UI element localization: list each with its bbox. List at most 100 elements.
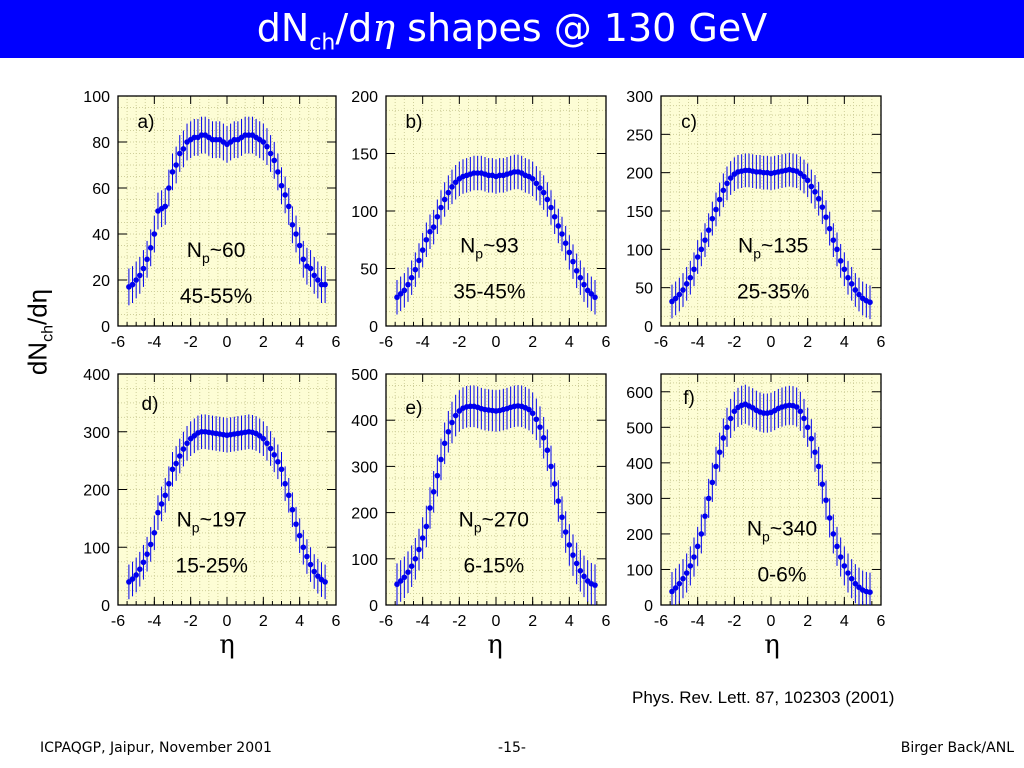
panel-label: a) xyxy=(138,112,155,133)
x-tick-label: -4 xyxy=(416,613,430,630)
data-point xyxy=(401,287,408,294)
data-point xyxy=(801,173,807,180)
data-point xyxy=(419,247,426,253)
data-point xyxy=(702,237,708,243)
data-point xyxy=(282,192,288,198)
data-point xyxy=(307,265,314,272)
y-tick-label: 20 xyxy=(92,273,110,290)
centrality-annotation: 0-6% xyxy=(757,564,806,587)
x-tick-label: 6 xyxy=(602,334,611,351)
data-point xyxy=(438,456,444,463)
data-point xyxy=(452,412,459,419)
data-point xyxy=(720,187,727,194)
centrality-annotation: 45-55% xyxy=(180,285,252,308)
data-point xyxy=(430,224,437,230)
data-point xyxy=(322,579,328,585)
y-tick-label: 60 xyxy=(92,181,110,198)
data-point xyxy=(716,449,723,455)
data-point xyxy=(815,463,822,470)
data-point xyxy=(705,227,712,233)
data-point xyxy=(408,274,415,281)
data-point xyxy=(427,505,433,511)
data-point xyxy=(566,542,573,548)
data-point xyxy=(570,552,576,558)
footer-right: Birger Back/ANL xyxy=(900,740,1014,756)
data-point xyxy=(412,266,419,273)
data-point xyxy=(592,294,598,301)
y-tick-label: 0 xyxy=(644,319,653,336)
panel-label: c) xyxy=(681,112,697,133)
x-tick-label: -6 xyxy=(654,613,668,630)
data-point xyxy=(705,495,712,502)
x-tick-label: -4 xyxy=(416,334,430,351)
data-point xyxy=(169,169,176,175)
data-point xyxy=(581,281,587,288)
data-point xyxy=(137,272,143,279)
x-tick-label: -2 xyxy=(184,613,198,630)
data-point xyxy=(548,204,554,211)
x-tick-label: 6 xyxy=(877,334,886,351)
y-tick-label: 300 xyxy=(626,491,653,508)
data-point xyxy=(566,249,573,256)
slide-title: dNch/dη shapes @ 130 GeV xyxy=(256,6,768,56)
data-point xyxy=(267,150,274,157)
x-tick-label: 2 xyxy=(259,334,268,351)
data-point xyxy=(848,281,855,287)
x-tick-label: -6 xyxy=(379,613,393,630)
y-tick-label: 40 xyxy=(92,227,110,244)
y-tick-label: 400 xyxy=(351,413,378,430)
data-point xyxy=(837,554,844,560)
data-point xyxy=(676,580,683,587)
data-point xyxy=(158,501,165,507)
x-tick-label: 4 xyxy=(840,334,849,351)
data-point xyxy=(416,257,422,264)
data-point xyxy=(533,180,540,187)
data-point xyxy=(592,582,598,588)
data-point xyxy=(162,492,169,499)
data-point xyxy=(307,561,314,568)
panel-label: b) xyxy=(406,112,423,133)
data-point xyxy=(533,416,540,423)
data-point xyxy=(727,175,734,181)
data-point xyxy=(801,415,807,422)
data-point xyxy=(731,408,738,415)
x-tick-label: -4 xyxy=(691,334,705,351)
data-point xyxy=(289,222,296,228)
data-point xyxy=(540,434,547,441)
y-tick-label: 50 xyxy=(635,281,653,298)
data-point xyxy=(797,408,804,415)
y-tick-label: 100 xyxy=(626,242,653,259)
data-point xyxy=(856,291,862,298)
data-point xyxy=(559,231,565,237)
data-point xyxy=(278,182,285,189)
data-point xyxy=(397,291,404,297)
data-point xyxy=(529,410,536,417)
x-tick-label: -6 xyxy=(379,334,393,351)
data-point xyxy=(176,453,183,459)
x-tick-label: 6 xyxy=(332,613,341,630)
data-point xyxy=(841,266,848,273)
y-tick-label: 300 xyxy=(351,459,378,476)
data-point xyxy=(526,406,532,413)
data-point xyxy=(184,440,190,447)
data-point xyxy=(540,189,547,196)
data-point xyxy=(669,298,675,305)
data-point xyxy=(166,480,172,487)
data-point xyxy=(529,176,536,182)
data-point xyxy=(423,523,430,530)
data-point xyxy=(140,559,147,566)
x-axis-label-right: η xyxy=(764,630,780,660)
x-tick-label: 6 xyxy=(332,334,341,351)
data-point xyxy=(819,204,826,210)
y-tick-label: 200 xyxy=(83,483,110,500)
data-point xyxy=(430,489,437,495)
data-point xyxy=(845,570,851,576)
data-point xyxy=(845,274,851,281)
y-tick-label: 0 xyxy=(369,319,378,336)
data-point xyxy=(687,274,694,281)
panel-label: d) xyxy=(142,394,159,415)
data-point xyxy=(394,294,400,301)
data-point xyxy=(144,256,150,263)
centrality-annotation: 35-45% xyxy=(453,280,525,303)
data-point xyxy=(296,532,303,539)
